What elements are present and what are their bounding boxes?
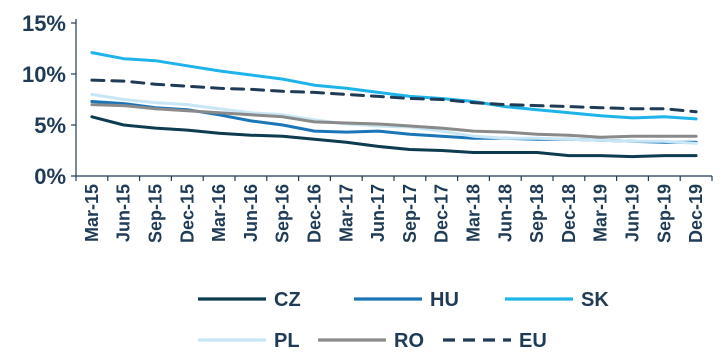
x-tick-label: Dec-17 xyxy=(432,184,452,243)
y-axis: 0% 5% 10% 15% xyxy=(22,11,77,189)
x-tick-label: Sep-18 xyxy=(527,184,547,243)
x-tick-label: Sep-16 xyxy=(273,184,293,243)
legend-label-pl: PL xyxy=(274,330,300,352)
series-line-ro xyxy=(90,103,698,139)
legend-label-sk: SK xyxy=(581,289,609,311)
x-tick-label: Jun-17 xyxy=(368,184,388,242)
y-tick-label: 0% xyxy=(34,164,66,189)
legend: CZ HU SK PL RO EU xyxy=(198,289,609,352)
y-tick-label: 10% xyxy=(22,62,66,87)
x-tick-label: Mar-16 xyxy=(209,184,229,242)
legend-label-cz: CZ xyxy=(274,289,301,311)
series-line-cz xyxy=(90,115,698,159)
legend-label-eu: EU xyxy=(519,330,547,352)
x-tick-label: Dec-19 xyxy=(686,184,706,243)
x-tick-label: Dec-16 xyxy=(305,184,325,243)
x-tick-label: Mar-17 xyxy=(336,184,356,242)
series-lines xyxy=(90,51,698,159)
x-tick-label: Dec-18 xyxy=(559,184,579,243)
x-tick-label: Mar-15 xyxy=(82,184,102,242)
y-tick-label: 5% xyxy=(34,113,66,138)
x-tick-label: Jun-15 xyxy=(114,184,134,242)
x-tick-label: Dec-15 xyxy=(177,184,197,243)
legend-label-hu: HU xyxy=(430,289,459,311)
x-tick-label: Sep-15 xyxy=(146,184,166,243)
x-tick-label: Jun-18 xyxy=(495,184,515,242)
x-tick-label: Mar-18 xyxy=(464,184,484,242)
x-tick-label: Jun-19 xyxy=(623,184,643,242)
x-tick-label: Jun-16 xyxy=(241,184,261,242)
x-tick-label: Sep-17 xyxy=(400,184,420,243)
legend-label-ro: RO xyxy=(394,330,424,352)
x-tick-label: Sep-19 xyxy=(654,184,674,243)
series-line-eu xyxy=(90,78,698,114)
y-tick-label: 15% xyxy=(22,11,66,36)
x-tick-label: Mar-19 xyxy=(591,184,611,242)
x-axis: Mar-15 Jun-15 Sep-15 Dec-15 Mar-16 Jun-16 Sep-… xyxy=(75,175,713,243)
series-line-sk xyxy=(90,51,698,121)
